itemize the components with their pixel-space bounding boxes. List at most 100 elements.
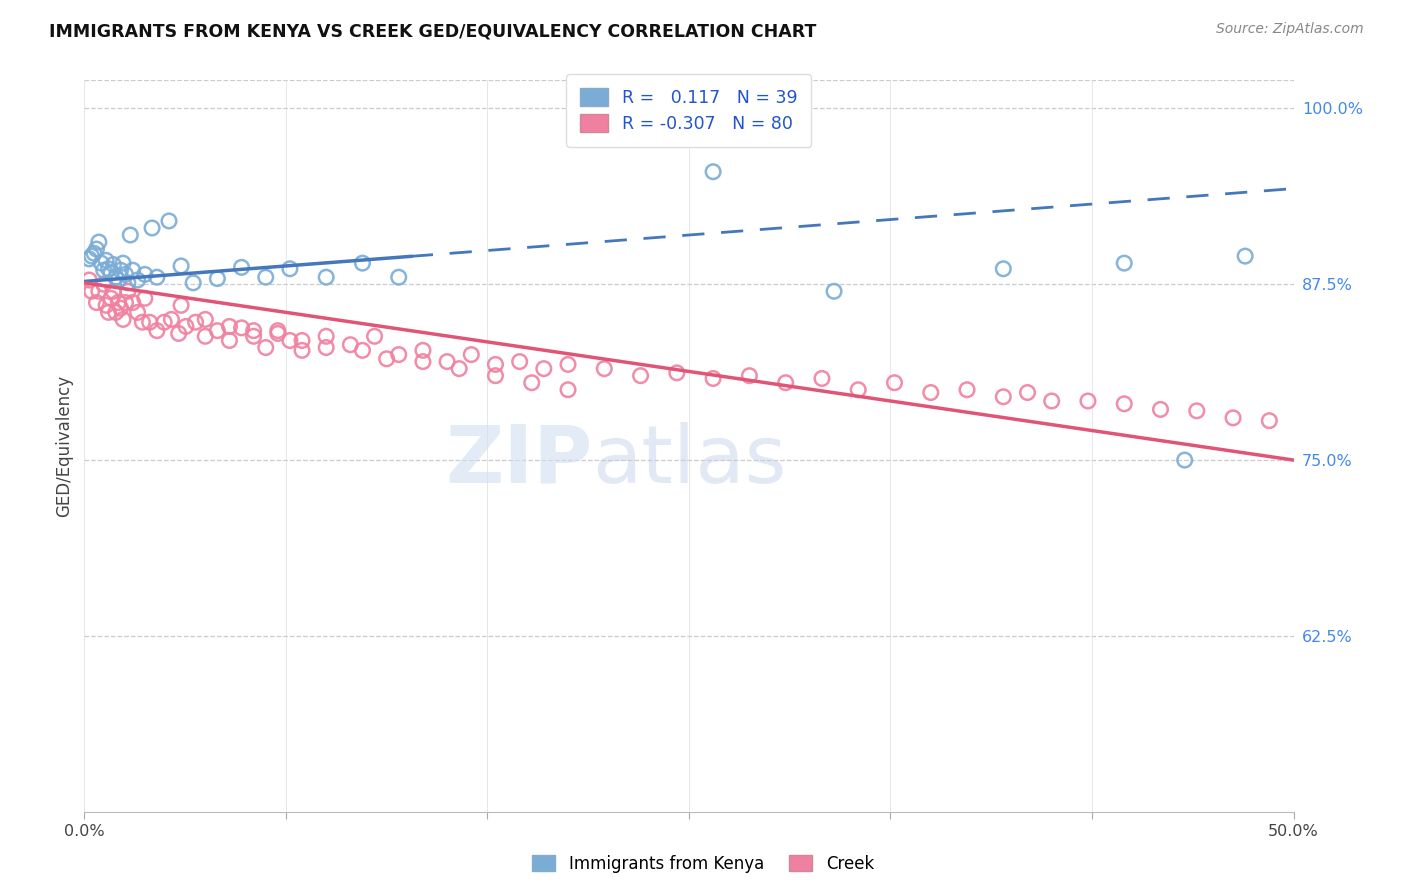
Point [218, 319, 240, 334]
Point [412, 343, 434, 358]
Point [184, 315, 207, 329]
Point [112, 312, 135, 326]
Point [97, 261, 120, 276]
Point [1234, 249, 1257, 263]
Point [94, 298, 117, 312]
Point [278, 334, 301, 348]
Point [77, 252, 100, 266]
Point [107, 295, 129, 310]
Point [93, 277, 115, 292]
Point [110, 263, 132, 277]
Point [449, 361, 471, 376]
Point [103, 285, 125, 299]
Point [520, 376, 543, 390]
Point [117, 285, 139, 299]
Point [138, 315, 160, 329]
Point [811, 371, 834, 385]
Point [207, 324, 229, 338]
Point [1222, 410, 1244, 425]
Point [993, 390, 1015, 404]
Point [460, 348, 482, 362]
Point [920, 385, 942, 400]
Point [87, 235, 110, 249]
Point [103, 258, 125, 272]
Point [100, 266, 122, 280]
Point [484, 368, 506, 383]
Point [388, 348, 411, 362]
Point [1114, 397, 1136, 411]
Point [630, 368, 652, 383]
Point [557, 358, 579, 372]
Text: atlas: atlas [592, 422, 786, 500]
Point [267, 326, 290, 341]
Point [207, 271, 229, 285]
Point [702, 165, 724, 179]
Point [339, 337, 361, 351]
Point [104, 305, 127, 319]
Point [278, 261, 301, 276]
Point [134, 268, 156, 282]
Point [134, 291, 156, 305]
Point [170, 298, 193, 312]
Point [146, 270, 169, 285]
Point [120, 227, 142, 242]
Point [174, 319, 197, 334]
Point [738, 368, 761, 383]
Point [231, 260, 253, 275]
Point [267, 324, 290, 338]
Point [1258, 414, 1281, 428]
Point [97, 305, 120, 319]
Point [254, 341, 277, 355]
Point [352, 343, 374, 358]
Point [194, 312, 217, 326]
Point [315, 341, 337, 355]
Point [823, 285, 845, 299]
Point [86, 295, 108, 310]
Point [1149, 402, 1171, 417]
Point [315, 329, 337, 343]
Point [117, 276, 139, 290]
Point [121, 263, 143, 277]
Point [93, 263, 115, 277]
Legend: Immigrants from Kenya, Creek: Immigrants from Kenya, Creek [526, 848, 880, 880]
Point [956, 383, 979, 397]
Text: ZIP: ZIP [444, 422, 592, 500]
Point [593, 361, 616, 376]
Point [194, 329, 217, 343]
Point [883, 376, 905, 390]
Point [94, 253, 117, 268]
Point [80, 249, 103, 263]
Point [315, 270, 337, 285]
Legend: R =   0.117   N = 39, R = -0.307   N = 80: R = 0.117 N = 39, R = -0.307 N = 80 [567, 74, 811, 146]
Point [363, 329, 385, 343]
Point [533, 361, 555, 376]
Point [254, 270, 277, 285]
Point [181, 276, 204, 290]
Point [352, 256, 374, 270]
Point [100, 291, 122, 305]
Point [87, 285, 110, 299]
Point [1040, 394, 1063, 409]
Point [127, 273, 149, 287]
Point [110, 301, 132, 315]
Point [375, 351, 398, 366]
Point [112, 256, 135, 270]
Text: IMMIGRANTS FROM KENYA VS CREEK GED/EQUIVALENCY CORRELATION CHART: IMMIGRANTS FROM KENYA VS CREEK GED/EQUIV… [49, 22, 817, 40]
Point [291, 334, 314, 348]
Point [1114, 256, 1136, 270]
Y-axis label: GED/Equivalency: GED/Equivalency [55, 375, 73, 517]
Point [170, 259, 193, 273]
Point [141, 221, 163, 235]
Point [665, 366, 688, 380]
Point [77, 273, 100, 287]
Point [127, 305, 149, 319]
Point [1174, 453, 1197, 467]
Point [231, 321, 253, 335]
Point [242, 324, 264, 338]
Point [114, 268, 136, 282]
Point [86, 242, 108, 256]
Point [846, 383, 869, 397]
Point [509, 354, 531, 368]
Point [80, 285, 103, 299]
Point [146, 324, 169, 338]
